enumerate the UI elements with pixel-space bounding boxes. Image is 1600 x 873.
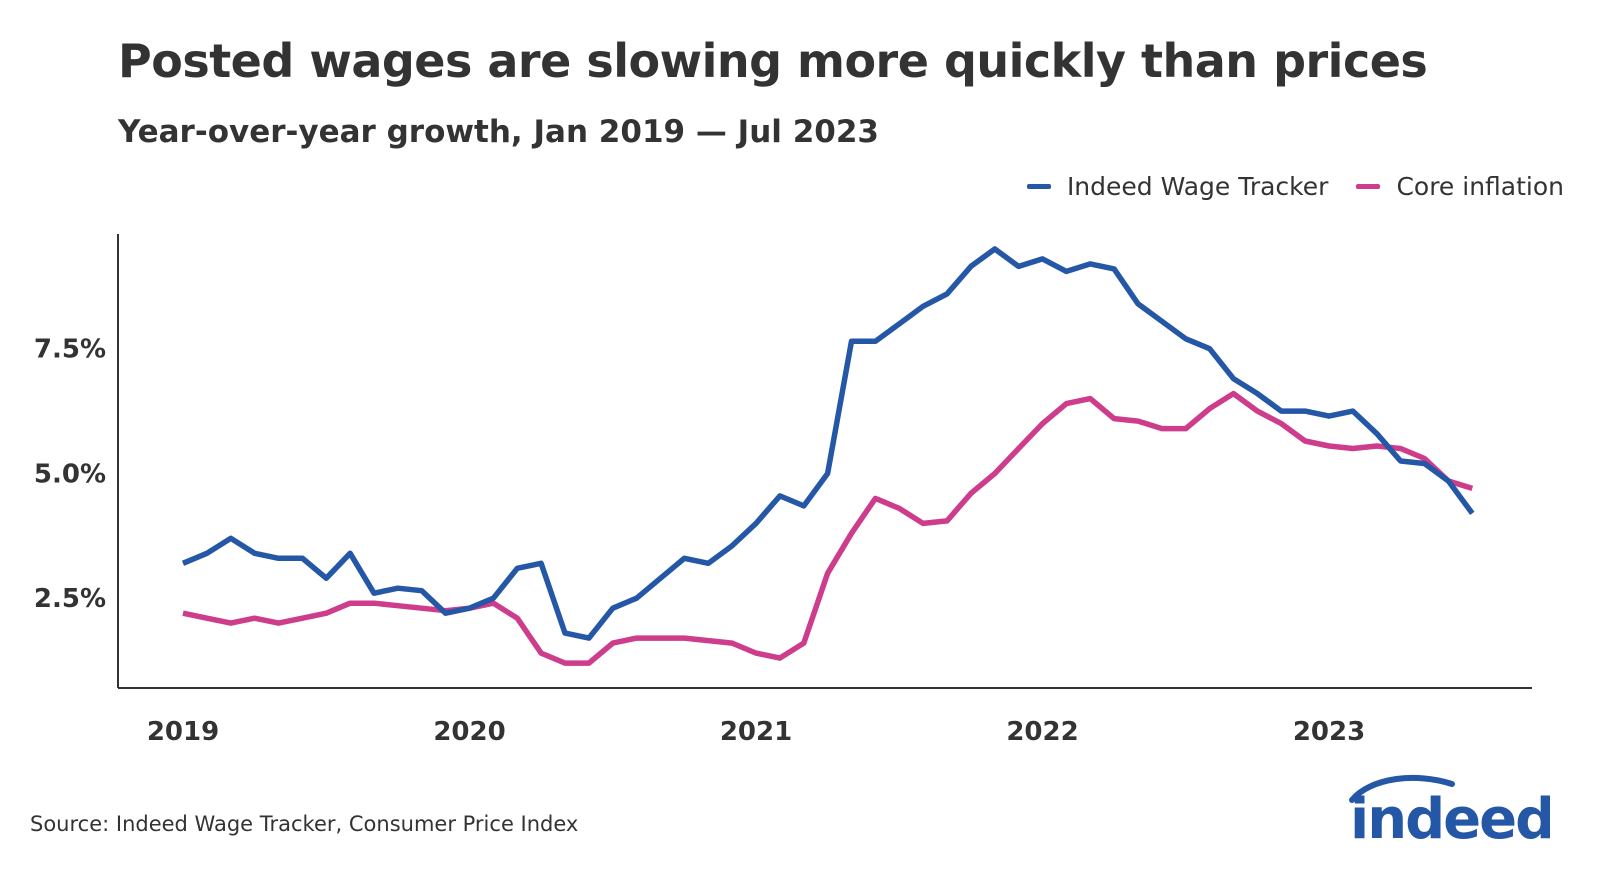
- x-tick-label: 2020: [433, 717, 505, 747]
- y-axis-ticks: 2.5% 5.0% 7.5%: [34, 335, 106, 614]
- indeed-logo[interactable]: indeed: [1340, 770, 1550, 850]
- logo-swoosh-icon: [1349, 774, 1455, 803]
- legend-item-core-inflation: Core inflation: [1356, 172, 1564, 201]
- x-tick-label: 2019: [147, 717, 219, 747]
- series-lines: [181, 246, 1475, 666]
- x-tick-label: 2021: [720, 717, 792, 747]
- x-axis-ticks: 2019 2020 2021 2022 2023: [147, 717, 1365, 747]
- logo-wordmark: indeed: [1350, 787, 1550, 850]
- legend-label-wage-tracker: Indeed Wage Tracker: [1066, 172, 1329, 201]
- y-tick-label: 7.5%: [34, 335, 106, 365]
- y-tick-label: 2.5%: [34, 584, 106, 614]
- series-line-wage-tracker: [181, 246, 1475, 641]
- chart-subtitle: Year-over-year growth, Jan 2019 — Jul 20…: [118, 114, 879, 150]
- legend-swatch-wage-tracker: [1026, 184, 1051, 189]
- legend-label-core-inflation: Core inflation: [1396, 172, 1564, 201]
- series-line-core-inflation: [182, 390, 1474, 666]
- legend-item-wage-tracker: Indeed Wage Tracker: [1026, 172, 1329, 201]
- x-tick-label: 2022: [1006, 717, 1078, 747]
- y-tick-label: 5.0%: [34, 459, 106, 489]
- source-note: Source: Indeed Wage Tracker, Consumer Pr…: [30, 812, 579, 836]
- legend: Indeed Wage Tracker Core inflation: [999, 172, 1564, 201]
- chart-title: Posted wages are slowing more quickly th…: [118, 34, 1428, 88]
- x-tick-label: 2023: [1293, 717, 1365, 747]
- legend-swatch-core-inflation: [1356, 184, 1381, 189]
